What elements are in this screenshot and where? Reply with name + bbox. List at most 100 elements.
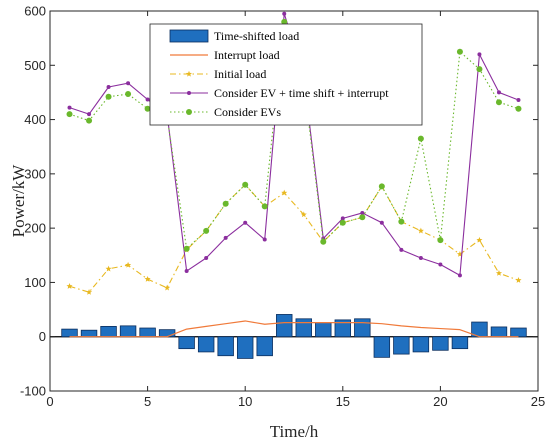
consider-ev-time-shift-interrupt-point-7 [184,269,189,274]
consider-evs-point-14 [320,238,327,245]
legend-marker-consider-ev-time-shift-interrupt [187,91,191,95]
consider-ev-time-shift-interrupt-point-15 [340,216,345,221]
y-tick-label-300: 300 [24,166,46,181]
legend-label-consider-evs: Consider EVs [214,105,281,119]
initial-load-point-3 [105,265,112,272]
consider-ev-time-shift-interrupt-point-21 [457,273,462,278]
bar-20 [432,336,449,351]
bar-4 [119,325,137,338]
initial-load-point-21 [456,251,463,257]
initial-load-point-4 [125,261,132,268]
bar-21 [451,336,469,350]
initial-load-point-2 [86,289,93,295]
consider-evs-point-9 [222,200,229,207]
y-tick-label-500: 500 [24,58,46,73]
bar-6 [158,329,176,338]
bar-16 [354,318,371,338]
initial-load-line [69,184,519,293]
consider-evs-point-16 [359,214,366,221]
x-tick-label-5: 5 [144,394,151,409]
consider-evs-point-17 [378,183,385,190]
consider-ev-time-shift-interrupt-point-8 [204,256,209,260]
bar-24 [510,327,527,338]
initial-load-point-1 [66,283,73,289]
bar-17 [373,336,391,358]
consider-evs-point-11 [261,203,268,210]
legend-label-time-shifted-load: Time-shifted load [214,29,299,43]
initial-load-point-24 [515,277,522,283]
initial-load-point-5 [144,275,151,282]
bar-5 [139,327,156,338]
y-tick-label--100: -100 [20,384,46,399]
x-tick-label-10: 10 [238,394,252,409]
bar-23 [490,326,508,338]
consider-evs-point-1 [66,111,73,118]
consider-evs-point-2 [86,117,93,124]
consider-evs-point-20 [437,237,444,244]
bar-1 [61,328,78,338]
legend-swatch-time-shifted-load [169,29,209,43]
bar-18 [393,336,410,355]
consider-ev-time-shift-interrupt-point-16 [360,210,365,215]
interrupt-load-series [69,320,519,338]
consider-ev-time-shift-interrupt-point-18 [399,247,404,252]
y-tick-label-400: 400 [24,112,46,127]
interrupt-load-line [69,320,519,338]
y-tick-label-600: 600 [24,4,46,19]
consider-ev-time-shift-interrupt-point-3 [106,85,111,89]
consider-ev-time-shift-interrupt-point-12 [282,11,287,16]
consider-evs-point-24 [515,105,522,112]
bar-3 [100,325,117,338]
consider-ev-time-shift-interrupt-point-10 [243,220,248,225]
initial-load-point-19 [417,227,424,234]
consider-evs-point-4 [125,91,132,98]
consider-ev-time-shift-interrupt-point-2 [87,112,92,117]
x-tick-label-15: 15 [336,394,350,409]
consider-ev-time-shift-interrupt-point-19 [418,256,423,260]
initial-load-point-6 [164,284,171,291]
consider-ev-time-shift-interrupt-point-22 [477,52,482,57]
consider-evs-point-19 [417,135,424,142]
bar-11 [256,336,273,357]
y-axis-label: Power/kW [9,164,28,238]
y-tick-label-200: 200 [24,221,46,236]
consider-evs-line [69,21,519,250]
consider-ev-time-shift-interrupt-point-5 [145,97,150,102]
legend-label-consider-ev-time-shift-interrupt: Consider EV + time shift + interrupt [214,86,389,100]
initial-load-point-13 [300,211,307,218]
consider-evs-point-12 [281,18,288,25]
initial-load-point-12 [281,189,288,196]
consider-evs-point-5 [144,105,151,112]
x-axis-label: Time/h [270,422,319,441]
bar-9 [217,336,234,357]
consider-evs-point-21 [456,48,463,55]
bar-10 [236,336,254,359]
bar-8 [197,336,215,353]
consider-evs-point-22 [476,66,483,73]
bar-2 [80,329,98,338]
legend-marker-consider-evs [186,109,192,115]
consider-evs-point-8 [203,227,210,234]
x-tick-label-0: 0 [46,394,53,409]
consider-evs-point-7 [183,245,190,252]
time-shifted-load-bars [61,314,527,359]
bar-19 [412,336,430,353]
initial-load-point-23 [495,270,502,276]
bar-7 [178,336,195,350]
initial-load-point-22 [476,236,483,243]
consider-ev-time-shift-interrupt-point-17 [379,220,384,225]
bar-15 [334,319,352,338]
consider-evs-point-23 [495,99,502,106]
bar-13 [295,318,312,338]
y-tick-label-100: 100 [24,275,46,290]
legend-label-interrupt-load: Interrupt load [214,48,280,62]
consider-ev-time-shift-interrupt-point-4 [126,81,131,86]
consider-evs-point-18 [398,218,405,225]
legend: Time-shifted load Interrupt load Initial l… [149,23,423,126]
consider-ev-time-shift-interrupt-point-24 [516,98,521,103]
legend-label-initial-load: Initial load [214,67,266,81]
consider-ev-time-shift-interrupt-point-20 [438,262,443,267]
consider-ev-time-shift-interrupt-point-11 [262,237,267,242]
